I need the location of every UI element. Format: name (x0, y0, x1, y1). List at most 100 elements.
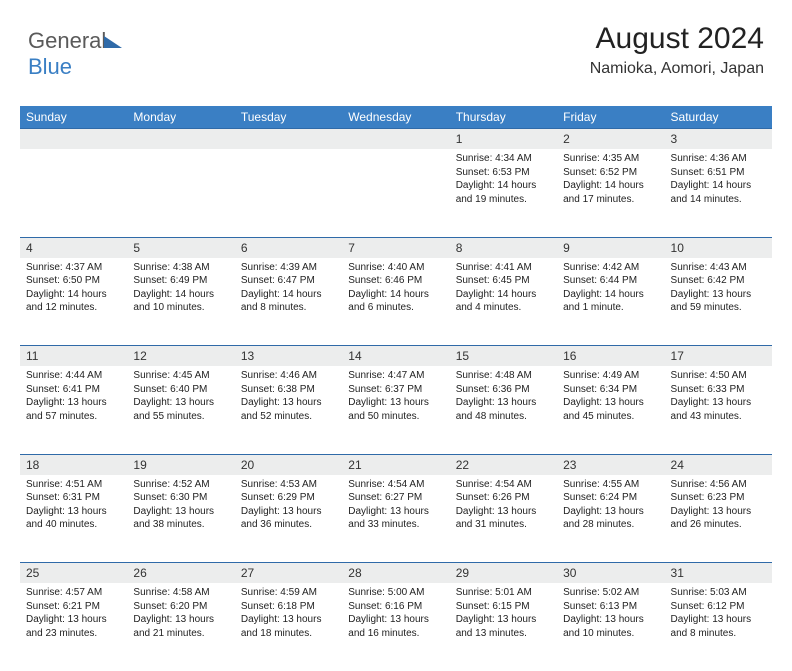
sunrise-line: Sunrise: 4:43 AM (671, 262, 747, 273)
day-number: 20 (235, 455, 342, 475)
empty-cell (127, 149, 234, 237)
day-data: Sunrise: 4:48 AMSunset: 6:36 PMDaylight:… (450, 366, 557, 429)
sunrise-line: Sunrise: 4:54 AM (456, 479, 532, 490)
day-number-cell: 15 (450, 346, 557, 367)
day-number-cell: 12 (127, 346, 234, 367)
day-number: 5 (127, 238, 234, 258)
sunrise-line: Sunrise: 5:02 AM (563, 587, 639, 598)
sunset-line: Sunset: 6:31 PM (26, 492, 100, 503)
sunrise-line: Sunrise: 4:55 AM (563, 479, 639, 490)
day-number: 22 (450, 455, 557, 475)
empty-cell (127, 129, 234, 150)
day-number-cell: 13 (235, 346, 342, 367)
title-block: August 2024 Namioka, Aomori, Japan (590, 22, 764, 78)
weekday-header: Friday (557, 106, 664, 129)
day-cell: Sunrise: 4:51 AMSunset: 6:31 PMDaylight:… (20, 475, 127, 563)
day-number: 16 (557, 346, 664, 366)
sunrise-line: Sunrise: 5:03 AM (671, 587, 747, 598)
day-data: Sunrise: 4:59 AMSunset: 6:18 PMDaylight:… (235, 583, 342, 646)
day-cell: Sunrise: 4:39 AMSunset: 6:47 PMDaylight:… (235, 258, 342, 346)
sunrise-line: Sunrise: 4:38 AM (133, 262, 209, 273)
day-cell: Sunrise: 4:42 AMSunset: 6:44 PMDaylight:… (557, 258, 664, 346)
day-data: Sunrise: 4:50 AMSunset: 6:33 PMDaylight:… (665, 366, 772, 429)
day-number-cell: 18 (20, 454, 127, 475)
day-number-cell: 7 (342, 237, 449, 258)
day-number-cell: 28 (342, 563, 449, 584)
sunset-line: Sunset: 6:24 PM (563, 492, 637, 503)
sunset-line: Sunset: 6:13 PM (563, 601, 637, 612)
day-cell: Sunrise: 5:00 AMSunset: 6:16 PMDaylight:… (342, 583, 449, 671)
day-data: Sunrise: 4:56 AMSunset: 6:23 PMDaylight:… (665, 475, 772, 538)
logo-triangle-icon (104, 36, 122, 48)
sunset-line: Sunset: 6:36 PM (456, 384, 530, 395)
empty-cell (342, 129, 449, 150)
day-number: 28 (342, 563, 449, 583)
sunrise-line: Sunrise: 4:39 AM (241, 262, 317, 273)
sunset-line: Sunset: 6:40 PM (133, 384, 207, 395)
sunset-line: Sunset: 6:34 PM (563, 384, 637, 395)
weekday-header: Tuesday (235, 106, 342, 129)
day-number-cell: 23 (557, 454, 664, 475)
day-number-cell: 1 (450, 129, 557, 150)
day-data: Sunrise: 4:58 AMSunset: 6:20 PMDaylight:… (127, 583, 234, 646)
calendar-body: 1 23 Sunrise: 4:34 AMSunset: 6:53 PMDaylig… (20, 129, 772, 671)
day-cell: Sunrise: 4:37 AMSunset: 6:50 PMDaylight:… (20, 258, 127, 346)
sunrise-line: Sunrise: 4:40 AM (348, 262, 424, 273)
day-number (235, 129, 342, 135)
sunset-line: Sunset: 6:18 PM (241, 601, 315, 612)
day-data: Sunrise: 5:00 AMSunset: 6:16 PMDaylight:… (342, 583, 449, 646)
sunrise-line: Sunrise: 4:58 AM (133, 587, 209, 598)
day-cell: Sunrise: 4:45 AMSunset: 6:40 PMDaylight:… (127, 366, 234, 454)
day-data: Sunrise: 4:38 AMSunset: 6:49 PMDaylight:… (127, 258, 234, 321)
day-data: Sunrise: 4:36 AMSunset: 6:51 PMDaylight:… (665, 149, 772, 212)
sunset-line: Sunset: 6:15 PM (456, 601, 530, 612)
day-data: Sunrise: 5:01 AMSunset: 6:15 PMDaylight:… (450, 583, 557, 646)
day-number: 2 (557, 129, 664, 149)
day-cell: Sunrise: 4:41 AMSunset: 6:45 PMDaylight:… (450, 258, 557, 346)
day-number-cell: 31 (665, 563, 772, 584)
sunset-line: Sunset: 6:26 PM (456, 492, 530, 503)
sunrise-line: Sunrise: 4:53 AM (241, 479, 317, 490)
day-cell: Sunrise: 4:49 AMSunset: 6:34 PMDaylight:… (557, 366, 664, 454)
empty-cell (235, 149, 342, 237)
sunset-line: Sunset: 6:37 PM (348, 384, 422, 395)
day-cell: Sunrise: 4:36 AMSunset: 6:51 PMDaylight:… (665, 149, 772, 237)
day-number-cell: 22 (450, 454, 557, 475)
day-number: 17 (665, 346, 772, 366)
day-number: 11 (20, 346, 127, 366)
sunrise-line: Sunrise: 4:47 AM (348, 370, 424, 381)
day-data: Sunrise: 4:34 AMSunset: 6:53 PMDaylight:… (450, 149, 557, 212)
day-data-row: Sunrise: 4:51 AMSunset: 6:31 PMDaylight:… (20, 475, 772, 563)
day-number-cell: 19 (127, 454, 234, 475)
daylight-line: Daylight: 14 hours and 8 minutes. (241, 289, 322, 314)
daylight-line: Daylight: 13 hours and 26 minutes. (671, 506, 752, 531)
day-cell: Sunrise: 5:02 AMSunset: 6:13 PMDaylight:… (557, 583, 664, 671)
day-number: 23 (557, 455, 664, 475)
daylight-line: Daylight: 13 hours and 52 minutes. (241, 397, 322, 422)
day-cell: Sunrise: 4:53 AMSunset: 6:29 PMDaylight:… (235, 475, 342, 563)
day-cell: Sunrise: 4:38 AMSunset: 6:49 PMDaylight:… (127, 258, 234, 346)
day-data: Sunrise: 4:54 AMSunset: 6:27 PMDaylight:… (342, 475, 449, 538)
daylight-line: Daylight: 14 hours and 19 minutes. (456, 180, 537, 205)
logo: General Blue (28, 28, 122, 80)
day-number: 6 (235, 238, 342, 258)
sunset-line: Sunset: 6:30 PM (133, 492, 207, 503)
day-data: Sunrise: 5:02 AMSunset: 6:13 PMDaylight:… (557, 583, 664, 646)
daylight-line: Daylight: 13 hours and 59 minutes. (671, 289, 752, 314)
weekday-header: Sunday (20, 106, 127, 129)
day-data: Sunrise: 4:53 AMSunset: 6:29 PMDaylight:… (235, 475, 342, 538)
day-number: 27 (235, 563, 342, 583)
sunrise-line: Sunrise: 4:46 AM (241, 370, 317, 381)
day-data: Sunrise: 4:43 AMSunset: 6:42 PMDaylight:… (665, 258, 772, 321)
day-cell: Sunrise: 4:54 AMSunset: 6:27 PMDaylight:… (342, 475, 449, 563)
day-cell: Sunrise: 4:56 AMSunset: 6:23 PMDaylight:… (665, 475, 772, 563)
daylight-line: Daylight: 13 hours and 57 minutes. (26, 397, 107, 422)
day-number: 4 (20, 238, 127, 258)
sunrise-line: Sunrise: 4:41 AM (456, 262, 532, 273)
day-cell: Sunrise: 4:43 AMSunset: 6:42 PMDaylight:… (665, 258, 772, 346)
day-data: Sunrise: 4:39 AMSunset: 6:47 PMDaylight:… (235, 258, 342, 321)
day-data: Sunrise: 4:41 AMSunset: 6:45 PMDaylight:… (450, 258, 557, 321)
day-cell: Sunrise: 4:34 AMSunset: 6:53 PMDaylight:… (450, 149, 557, 237)
day-number-cell: 9 (557, 237, 664, 258)
daylight-line: Daylight: 13 hours and 18 minutes. (241, 614, 322, 639)
